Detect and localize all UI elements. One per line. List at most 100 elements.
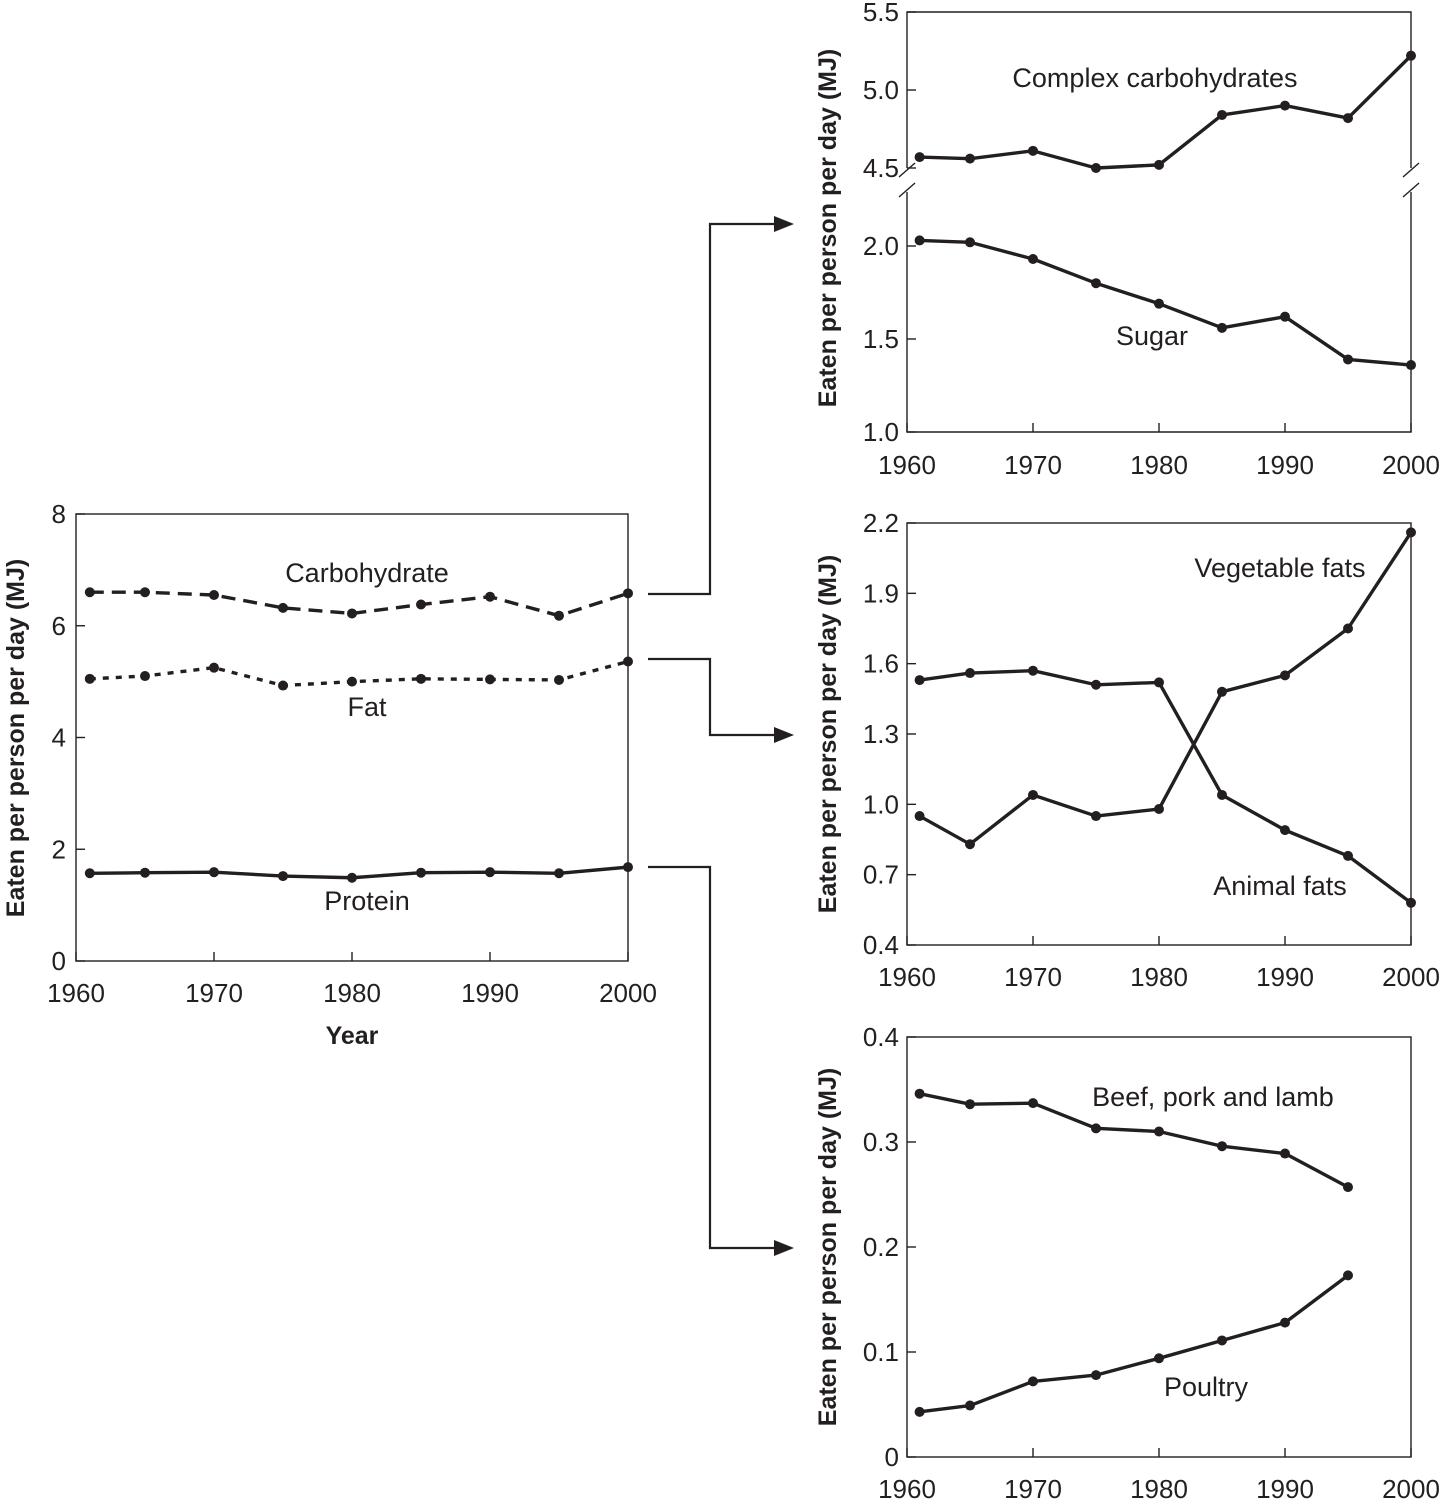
- carb-y-axis-title: Eaten per person per day (MJ): [814, 49, 842, 407]
- fat-y-tick-label-2-2: 2.2: [863, 508, 899, 538]
- main-x-tick-label-2000: 2000: [599, 978, 657, 1008]
- data-point-animal-fats-1995: [1343, 850, 1353, 861]
- fat-y-tick-label-1-6: 1.6: [863, 649, 899, 679]
- protein-y-tick-label-0-2: 0.2: [863, 1232, 899, 1262]
- data-point-animal-fats-1985: [1217, 789, 1227, 800]
- arrowhead-protein: [774, 1240, 794, 1256]
- connector-arrows: [648, 216, 794, 1256]
- main-x-tick-label-1970: 1970: [185, 978, 243, 1008]
- carb-axis-break-right: [1402, 162, 1420, 198]
- series-label-beef-pork-lamb: Beef, pork and lamb: [1092, 1082, 1334, 1112]
- data-point-complex-carbohydrates-1985: [1217, 109, 1227, 120]
- series-line-animal-fats: [919, 669, 1413, 905]
- series-label-sugar: Sugar: [1116, 321, 1188, 351]
- data-point-sugar-1995: [1343, 354, 1353, 365]
- carb-y-tick-label-5-5: 5.5: [863, 0, 899, 27]
- data-point-animal-fats-1965: [965, 668, 975, 679]
- series-line-poultry: [919, 1273, 1350, 1414]
- data-point-complex-carbohydrates-1965: [965, 153, 975, 164]
- main-y-tick-label-2: 2: [52, 834, 66, 864]
- carb-y-tick-label-1-0: 1.0: [863, 417, 899, 447]
- data-point-fat-1995: [554, 674, 564, 685]
- data-point-fat-1965: [140, 671, 150, 682]
- carb-ticks: 1960 1970 1980 1990 2000 4.5 5.0 5.5 1.0 1.5 2.0: [863, 0, 1440, 480]
- fat-y-tick-label-1-3: 1.3: [863, 719, 899, 749]
- data-point-complex-carbohydrates-1975: [1091, 163, 1101, 173]
- data-point-protein-1980: [347, 872, 357, 883]
- data-point-vegetable-fats-1970: [1028, 789, 1038, 800]
- main-y-tick-label-0: 0: [52, 946, 66, 976]
- protein-y-tick-label-0: 0: [885, 1442, 899, 1472]
- main-chart: Eaten per person per day (MJ) Year 1960 1…: [2, 499, 657, 1050]
- series-line-beef-pork-and-lamb: [919, 1092, 1349, 1189]
- carb-plot-area: [914, 50, 1416, 371]
- fat-x-tick-label-1960: 1960: [878, 962, 936, 992]
- main-x-tick-label-1980: 1980: [323, 978, 381, 1008]
- main-ticks: 1960 1970 1980 1990 2000 0 2 4 6 8: [47, 499, 657, 1008]
- main-y-tick-label-4: 4: [52, 723, 66, 753]
- data-point-protein-1985: [416, 867, 426, 878]
- data-point-complex-carbohydrates-1995: [1343, 113, 1353, 124]
- arrow-fat: [648, 657, 776, 737]
- arrowhead-fat: [774, 727, 794, 743]
- data-point-poultry-1980: [1154, 1353, 1164, 1364]
- data-point-fat-1975: [278, 680, 288, 691]
- data-point-protein-1990: [485, 867, 495, 878]
- data-point-complex-carbohydrates-1980: [1154, 159, 1164, 170]
- data-point-fat-1980: [347, 676, 357, 687]
- data-point-carbohydrate-1970: [209, 590, 219, 601]
- data-point-beef-pork-and-lamb-1970: [1028, 1098, 1038, 1109]
- data-point-carbohydrate-2000: [623, 588, 633, 599]
- data-point-animal-fats-1975: [1091, 679, 1101, 690]
- main-y-axis-title: Eaten per person per day (MJ): [2, 559, 30, 917]
- series-label-fat: Fat: [347, 692, 387, 722]
- data-point-sugar-1970: [1028, 254, 1038, 265]
- protein-y-tick-label-0-3: 0.3: [863, 1127, 899, 1157]
- data-point-carbohydrate-1980: [347, 608, 357, 619]
- series-label-poultry: Poultry: [1164, 1372, 1249, 1402]
- data-point-sugar-1985: [1217, 322, 1227, 333]
- series-label-complex-carbohydrates: Complex carbohydrates: [1012, 63, 1297, 93]
- carb-y-tick-label-2-0: 2.0: [863, 231, 899, 261]
- data-point-sugar-1961: [914, 235, 925, 246]
- data-point-carbohydrate-1995: [554, 610, 564, 621]
- data-point-fat-1990: [485, 674, 495, 685]
- data-point-poultry-1970: [1028, 1376, 1038, 1387]
- fat-breakdown-chart: Eaten per person per day (MJ) 1960 1970 19…: [814, 508, 1440, 992]
- data-point-sugar-1990: [1280, 311, 1290, 322]
- fat-y-tick-label-0-7: 0.7: [863, 860, 899, 890]
- carbohydrate-breakdown-chart: Eaten per person per day (MJ) 1960 1970 19…: [814, 0, 1440, 480]
- fat-y-axis-title: Eaten per person per day (MJ): [814, 555, 842, 913]
- protein-y-tick-label-0-4: 0.4: [863, 1022, 899, 1052]
- data-point-carbohydrate-1975: [278, 602, 288, 613]
- data-point-vegetable-fats-1985: [1217, 686, 1227, 697]
- data-point-poultry-1995: [1343, 1270, 1353, 1281]
- fat-x-tick-label-1990: 1990: [1256, 962, 1314, 992]
- carb-frame-lower: [906, 192, 1412, 433]
- data-point-sugar-2000: [1406, 360, 1416, 371]
- fat-y-tick-label-1-9: 1.9: [863, 578, 899, 608]
- fat-y-tick-label-1-0: 1.0: [863, 789, 899, 819]
- carb-x-tick-label-1960: 1960: [878, 450, 936, 480]
- series-line-fat: [89, 659, 629, 688]
- data-point-poultry-1975: [1091, 1370, 1101, 1381]
- carb-y-tick-label-5-0: 5.0: [863, 75, 899, 105]
- data-point-vegetable-fats-1965: [965, 839, 975, 850]
- carb-axis-break-left: [898, 162, 916, 198]
- carb-y-tick-label-4-5: 4.5: [863, 153, 899, 183]
- series-line-protein: [89, 865, 629, 880]
- series-label-carbohydrate: Carbohydrate: [285, 558, 449, 588]
- carb-x-tick-label-2000: 2000: [1382, 450, 1440, 480]
- fat-x-tick-label-2000: 2000: [1382, 962, 1440, 992]
- data-point-vegetable-fats-1961: [914, 811, 925, 822]
- data-point-vegetable-fats-1975: [1091, 811, 1101, 822]
- data-point-beef-pork-and-lamb-1975: [1091, 1123, 1101, 1134]
- data-point-fat-1961: [84, 673, 95, 684]
- data-point-poultry-1961: [914, 1406, 925, 1417]
- series-label-protein: Protein: [324, 886, 410, 916]
- data-point-poultry-1985: [1217, 1335, 1227, 1346]
- fat-x-tick-label-1970: 1970: [1004, 962, 1062, 992]
- series-line-carbohydrate: [89, 590, 629, 618]
- data-point-animal-fats-1961: [914, 675, 925, 686]
- arrow-protein: [648, 865, 776, 1250]
